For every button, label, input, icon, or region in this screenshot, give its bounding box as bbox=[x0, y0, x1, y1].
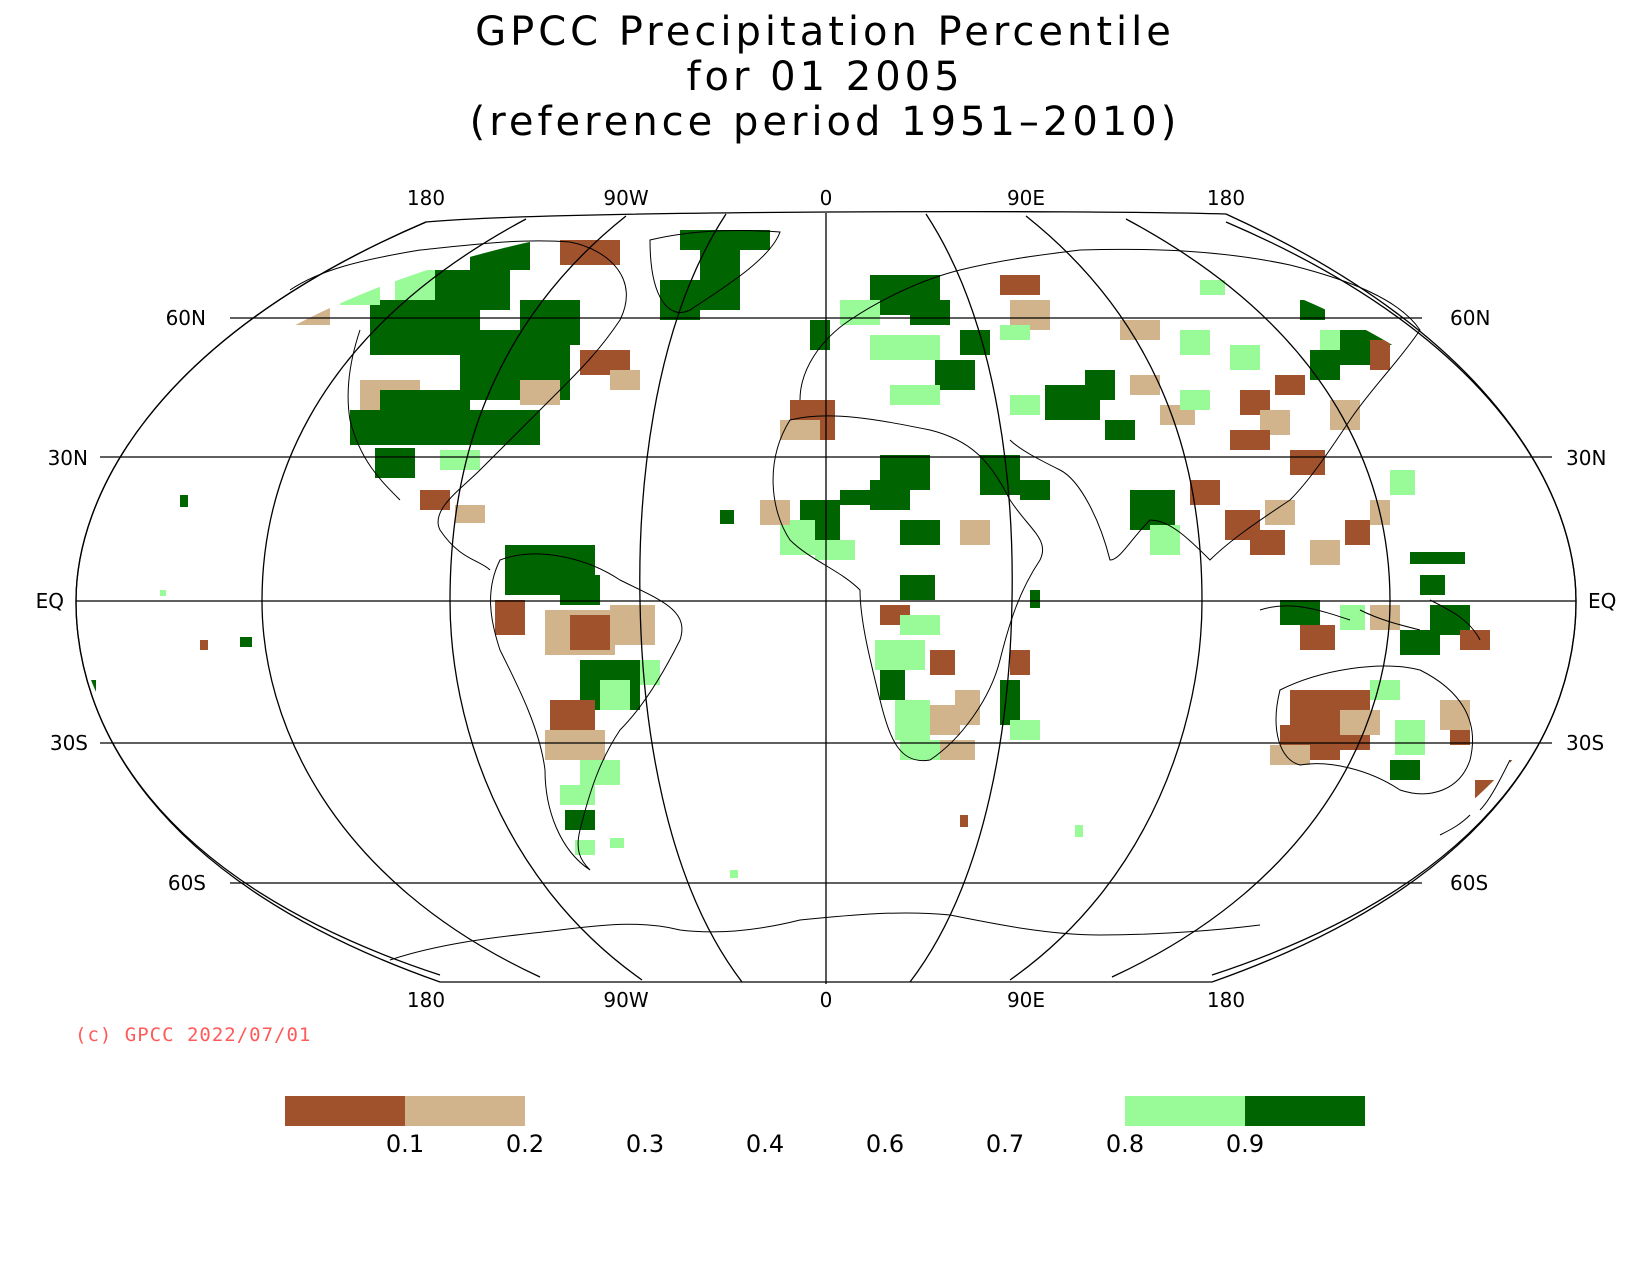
colorbar bbox=[285, 1096, 1365, 1126]
lat-label-left-60n: 60N bbox=[166, 306, 206, 330]
coastlines bbox=[289, 230, 1511, 961]
lon-label-top-90e: 90E bbox=[1007, 186, 1045, 210]
colorbar-swatch-1 bbox=[285, 1096, 405, 1126]
meridian-135w bbox=[261, 218, 541, 978]
lon-label-bottom-180w: 180 bbox=[407, 988, 445, 1012]
lon-label-bottom-0: 0 bbox=[820, 988, 833, 1012]
meridian-180e bbox=[1211, 221, 1577, 976]
coast-europe bbox=[799, 249, 1081, 401]
map-boundary bbox=[75, 210, 1577, 983]
copyright-notice: (c) GPCC 2022/07/01 bbox=[75, 1024, 312, 1046]
meridian-90e bbox=[1009, 215, 1203, 981]
meridian-45e bbox=[909, 213, 1013, 983]
lon-label-bottom-90e: 90E bbox=[1007, 988, 1045, 1012]
graticule bbox=[75, 210, 1577, 984]
coast-south-america bbox=[490, 553, 683, 871]
colorbar-swatch-2 bbox=[405, 1096, 525, 1126]
coast-indonesia bbox=[1259, 599, 1481, 641]
coast-antarctica bbox=[389, 912, 1261, 961]
map-title-line-3: (reference period 1951–2010) bbox=[469, 99, 1181, 145]
lat-label-left-eq: EQ bbox=[36, 589, 64, 613]
meridian-90w bbox=[449, 215, 643, 981]
lat-label-right-60s: 60S bbox=[1450, 871, 1488, 895]
lon-label-bottom-90w: 90W bbox=[603, 988, 648, 1012]
colorbar-tick-label: 0.8 bbox=[1105, 1130, 1145, 1158]
precipitation-patches bbox=[88, 230, 1525, 878]
lat-label-left-30s: 30S bbox=[50, 731, 88, 755]
north-america-patches bbox=[180, 230, 770, 523]
colorbar-tick-label: 0.4 bbox=[745, 1130, 785, 1158]
lon-label-top-180w: 180 bbox=[407, 186, 445, 210]
colorbar-swatch-9 bbox=[1245, 1096, 1365, 1126]
south-america-patches bbox=[495, 545, 660, 855]
lon-label-top-0: 0 bbox=[820, 186, 833, 210]
axis-labels: 180 90W 0 90E 180 180 90W 0 90E 180 60N … bbox=[36, 186, 1617, 1012]
colorbar-tick-label: 0.1 bbox=[385, 1130, 425, 1158]
coast-africa bbox=[772, 415, 1044, 762]
meridian-135e bbox=[1111, 218, 1391, 978]
colorbar-swatch-8 bbox=[1125, 1096, 1245, 1126]
europe-patches bbox=[810, 275, 1050, 405]
lat-label-right-30n: 30N bbox=[1566, 446, 1606, 470]
lat-label-right-eq: EQ bbox=[1588, 589, 1616, 613]
colorbar-swatch-4 bbox=[645, 1096, 765, 1126]
colorbar-swatch-3 bbox=[525, 1096, 645, 1126]
colorbar-swatch-5 bbox=[765, 1096, 885, 1126]
colorbar-tick-label: 0.7 bbox=[985, 1130, 1025, 1158]
lon-label-top-90w: 90W bbox=[603, 186, 648, 210]
colorbar-swatch-7 bbox=[1005, 1096, 1125, 1126]
map-title-line-2: for 01 2005 bbox=[686, 54, 964, 100]
meridian-45w bbox=[639, 213, 743, 983]
lat-label-left-30n: 30N bbox=[48, 446, 88, 470]
colorbar-tick-label: 0.3 bbox=[625, 1130, 665, 1158]
colorbar-swatch-6 bbox=[885, 1096, 1005, 1126]
coast-north-america bbox=[289, 240, 627, 571]
island-patches bbox=[88, 495, 1465, 878]
coast-new-zealand bbox=[1439, 759, 1511, 836]
coast-australia bbox=[1275, 665, 1474, 795]
map-title-line-1: GPCC Precipitation Percentile bbox=[475, 9, 1175, 55]
asia-patches bbox=[1000, 280, 1490, 655]
colorbar-tick-label: 0.2 bbox=[505, 1130, 545, 1158]
colorbar-tick-label: 0.6 bbox=[865, 1130, 905, 1158]
lat-label-left-60s: 60S bbox=[168, 871, 206, 895]
australia-patches bbox=[1270, 680, 1525, 805]
lat-label-right-60n: 60N bbox=[1450, 306, 1490, 330]
coast-greenland bbox=[649, 230, 781, 313]
lon-label-top-180e: 180 bbox=[1207, 186, 1245, 210]
coast-asia bbox=[1009, 248, 1421, 561]
lon-label-bottom-180e: 180 bbox=[1207, 988, 1245, 1012]
africa-patches bbox=[760, 400, 1050, 760]
colorbar-tick-label: 0.9 bbox=[1225, 1130, 1265, 1158]
lat-label-right-30s: 30S bbox=[1566, 731, 1604, 755]
